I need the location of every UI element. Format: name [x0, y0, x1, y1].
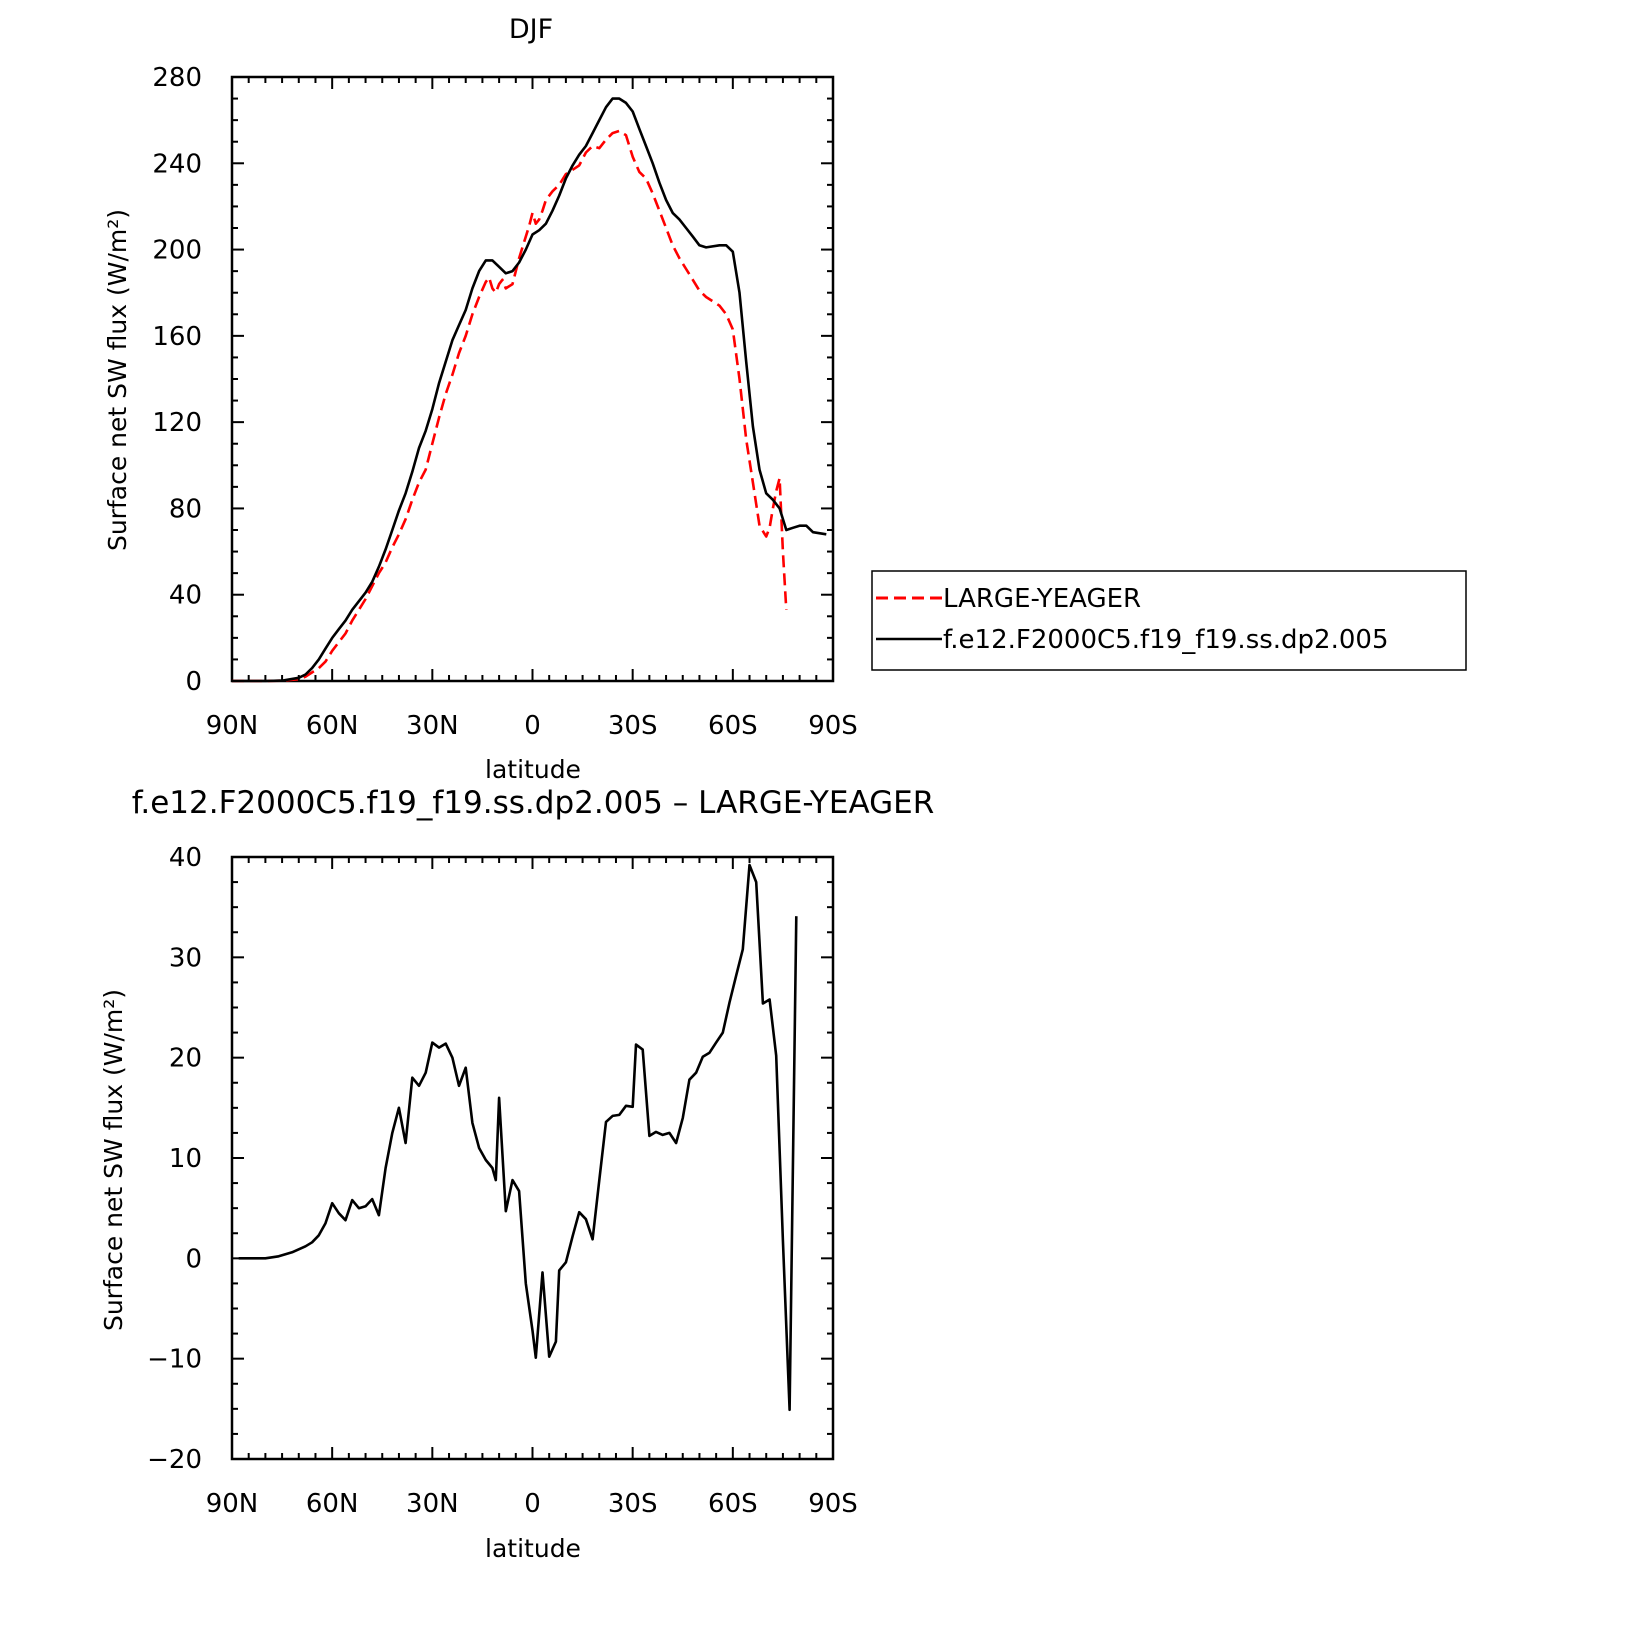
top-panel: DJF 90N 60N 30N 0 30S 60S 90S 0 40 80 120 160 200 240…: [103, 14, 858, 784]
top-chart-title: DJF: [509, 14, 553, 45]
bottom-x-tick-label: 30N: [406, 1489, 459, 1519]
top-y-tick-label: 120: [152, 408, 202, 438]
bottom-y-tick-label: 0: [185, 1244, 202, 1274]
bottom-y-tick-label: −10: [147, 1345, 202, 1375]
top-y-tick-label: 160: [152, 322, 202, 352]
top-x-axis-label: latitude: [485, 755, 581, 784]
bottom-x-tick-label: 30S: [608, 1489, 658, 1519]
top-x-tick-label: 30N: [406, 711, 459, 741]
top-y-tick-label: 280: [152, 63, 202, 93]
bottom-y-tick-label: 10: [169, 1144, 202, 1174]
top-plot-area: 90N 60N 30N 0 30S 60S 90S 0 40 80 120 160 200 240 280: [152, 63, 857, 741]
bottom-y-tick-label: 20: [169, 1044, 202, 1074]
bottom-x-tick-label: 60S: [708, 1489, 758, 1519]
bottom-x-axis-label: latitude: [485, 1534, 581, 1563]
bottom-x-tick-label: 90S: [808, 1489, 858, 1519]
bottom-x-tick-label: 90N: [206, 1489, 259, 1519]
legend-box: [871, 570, 1467, 671]
top-y-tick-label: 0: [185, 667, 202, 697]
legend: LARGE-YEAGER f.e12.F2000C5.f19_f19.ss.dp…: [871, 570, 1467, 671]
top-x-tick-label: 30S: [608, 711, 658, 741]
bottom-panel: f.e12.F2000C5.f19_f19.ss.dp2.005 – LARGE…: [99, 785, 934, 1563]
top-x-tick-label: 60S: [708, 711, 758, 741]
top-y-tick-label: 200: [152, 236, 202, 266]
bottom-y-tick-label: 40: [169, 843, 202, 873]
bottom-y-tick-label: 30: [169, 943, 202, 973]
top-x-tick-label: 60N: [306, 711, 359, 741]
top-y-tick-label: 40: [169, 581, 202, 611]
top-series-line-1: [232, 97, 827, 683]
top-plot-frame: [230, 75, 835, 683]
top-series-line-0: [232, 129, 788, 683]
legend-label-large-yeager: LARGE-YEAGER: [943, 584, 1141, 614]
top-x-tick-label: 90S: [808, 711, 858, 741]
top-y-tick-label: 240: [152, 149, 202, 179]
top-x-tick-label: 90N: [206, 711, 259, 741]
bottom-series-line-0: [238, 863, 798, 1412]
top-y-tick-label: 80: [169, 494, 202, 524]
bottom-x-tick-label: 60N: [306, 1489, 359, 1519]
bottom-x-tick-label: 0: [524, 1489, 541, 1519]
bottom-chart-title: f.e12.F2000C5.f19_f19.ss.dp2.005 – LARGE…: [132, 785, 935, 821]
bottom-plot-area: 90N 60N 30N 0 30S 60S 90S −20 −10 0 10 20 30 40: [147, 843, 858, 1519]
top-x-tick-label: 0: [524, 711, 541, 741]
top-y-axis-label: Surface net SW flux (W/m²): [103, 209, 132, 551]
bottom-y-tick-label: −20: [147, 1445, 202, 1475]
legend-label-model: f.e12.F2000C5.f19_f19.ss.dp2.005: [943, 625, 1389, 655]
bottom-y-axis-label: Surface net SW flux (W/m²): [99, 989, 128, 1331]
